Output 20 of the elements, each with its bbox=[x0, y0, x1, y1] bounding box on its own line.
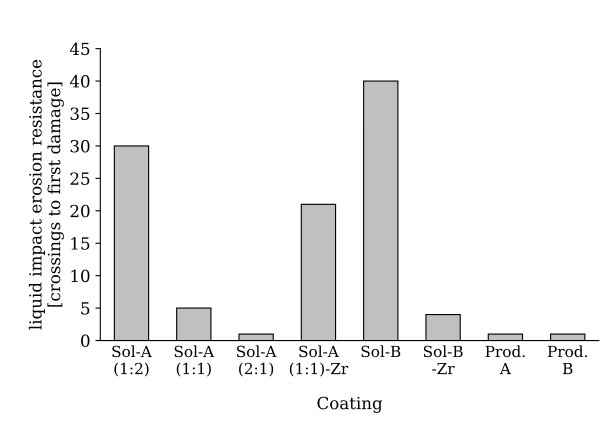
x-tick-label: Sol-A (1:1)-Zr bbox=[290, 345, 348, 376]
x-tick-label: Sol-A (1:2) bbox=[112, 345, 152, 376]
y-tick-label: 15 bbox=[71, 237, 90, 250]
y-tick-label: 10 bbox=[71, 270, 90, 282]
y-axis-title: liquid impact erosion resistance [crossings to first damage] bbox=[28, 60, 64, 330]
x-tick-label: Sol-B bbox=[362, 345, 400, 358]
y-tick-label: 40 bbox=[70, 75, 90, 88]
x-tick-label: Prod. A bbox=[486, 345, 525, 374]
x-axis-title: Coating bbox=[317, 396, 382, 413]
x-tick-label: Sol-A (2:1) bbox=[237, 345, 277, 376]
y-tick-label: 25 bbox=[70, 172, 90, 185]
x-tick-label: Prod. B bbox=[548, 345, 587, 374]
y-tick-label: 45 bbox=[70, 42, 90, 56]
y-tick-label: 0 bbox=[81, 334, 90, 348]
y-tick-label: 30 bbox=[70, 140, 90, 153]
y-tick-label: 20 bbox=[70, 204, 90, 218]
y-tick-label: 5 bbox=[81, 302, 90, 315]
y-tick-label: 35 bbox=[70, 107, 90, 120]
x-tick-label: Sol-B -Zr bbox=[424, 345, 463, 374]
x-tick-label: Sol-A (1:1) bbox=[174, 345, 214, 376]
